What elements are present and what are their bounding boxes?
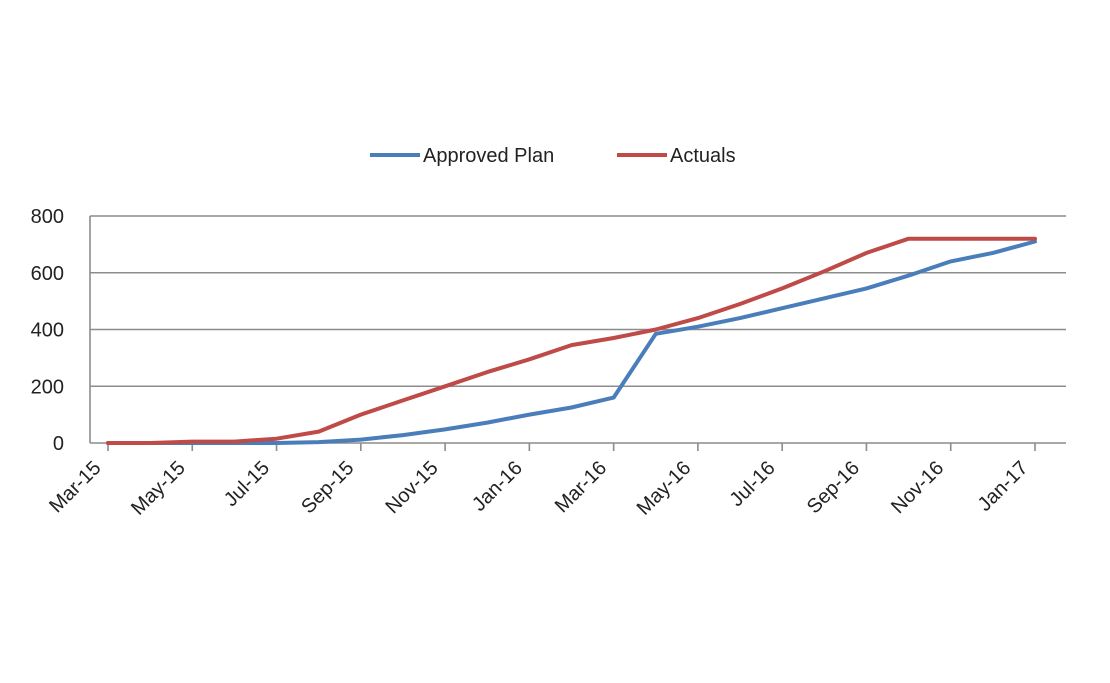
x-axis: Mar-15 May-15 Jul-15 Sep-15 Nov-15 Jan-16 Mar-…: [45, 443, 1036, 520]
series-layer: [106, 236, 1037, 445]
y-tick-label: 600: [31, 263, 64, 285]
x-tick-label: Nov-15: [381, 457, 442, 518]
x-tick-label: Jul-15: [220, 457, 274, 511]
x-tick-label: Mar-15: [45, 457, 105, 517]
y-tick-label: 400: [31, 320, 64, 342]
legend-label-approved-plan: Approved Plan: [423, 145, 554, 167]
legend: Approved Plan Actuals: [370, 145, 736, 167]
gridlines: [90, 215, 1066, 444]
y-tick-label: 800: [31, 206, 64, 228]
legend-label-actuals: Actuals: [670, 145, 736, 167]
series-line-actuals: [106, 236, 1037, 445]
series-line-approved-plan: [106, 239, 1037, 445]
y-tick-label: 200: [31, 376, 64, 398]
y-tick-label: 0: [53, 433, 64, 455]
x-tick-label: Jan-17: [974, 457, 1033, 516]
x-tick-label: Mar-16: [551, 457, 611, 517]
y-axis: 0 200 400 600 800: [31, 206, 91, 455]
x-tick-label: May-16: [633, 457, 696, 520]
x-tick-label: Sep-16: [803, 457, 864, 518]
x-tick-label: Jul-16: [726, 457, 780, 511]
x-tick-label: Jan-16: [468, 457, 527, 516]
x-tick-label: Nov-16: [887, 457, 948, 518]
x-tick-label: May-15: [127, 457, 190, 520]
x-tick-label: Sep-15: [297, 457, 358, 518]
